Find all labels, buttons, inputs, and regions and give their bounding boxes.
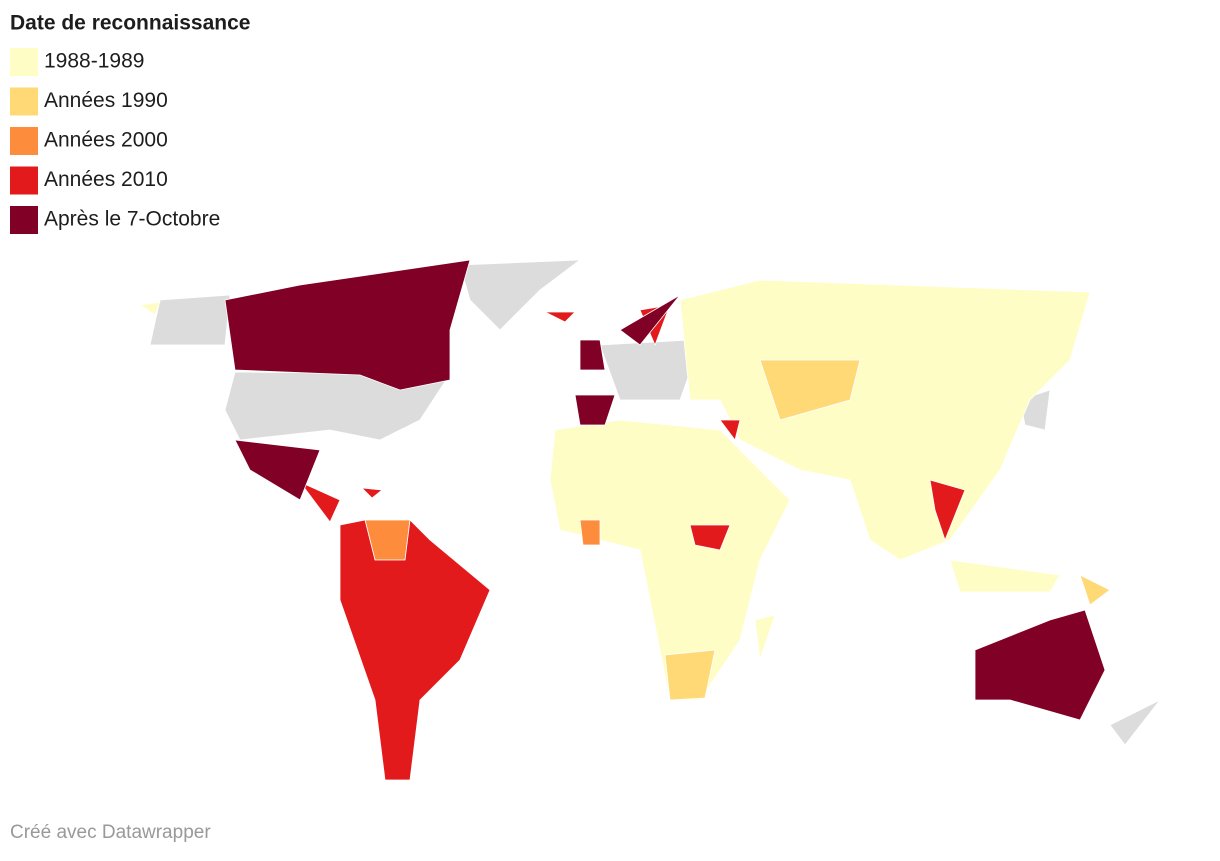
region	[759, 359, 861, 421]
legend-label: Années 2010	[44, 168, 168, 191]
region	[360, 487, 384, 499]
region	[234, 439, 321, 501]
legend-swatch	[10, 166, 38, 195]
region	[138, 301, 161, 316]
region	[149, 294, 231, 346]
footer-credit: Créé avec Datawrapper	[10, 822, 211, 843]
region	[544, 311, 576, 323]
region	[974, 609, 1106, 721]
legend-label: Après le 7-Octobre	[44, 208, 220, 231]
region	[754, 614, 776, 661]
region	[679, 279, 1091, 561]
region	[574, 394, 616, 426]
legend-label: Années 2000	[44, 129, 168, 152]
region	[579, 339, 606, 371]
legend-swatch	[10, 87, 38, 116]
region	[664, 649, 716, 701]
region	[224, 259, 471, 391]
legend-swatch	[10, 206, 38, 234]
region	[579, 519, 601, 546]
legend-swatch	[10, 127, 38, 155]
region	[1109, 699, 1161, 746]
region	[299, 481, 341, 523]
legend-title: Date de reconnaissance	[10, 12, 250, 35]
region	[949, 559, 1061, 593]
region	[224, 371, 451, 441]
region	[689, 524, 731, 551]
legend-label: 1988-1989	[44, 50, 144, 73]
region	[599, 339, 691, 401]
region	[549, 419, 791, 701]
region	[1079, 574, 1111, 606]
region	[929, 479, 966, 542]
region	[459, 259, 582, 331]
region	[619, 294, 681, 346]
region	[339, 519, 491, 781]
legend-label: Années 1990	[44, 89, 168, 112]
legend-swatch	[10, 48, 38, 76]
world-map	[138, 259, 1161, 781]
region	[719, 419, 741, 441]
legend: 1988-1989 Années 1990 Années 2000 Années 20…	[10, 48, 220, 234]
